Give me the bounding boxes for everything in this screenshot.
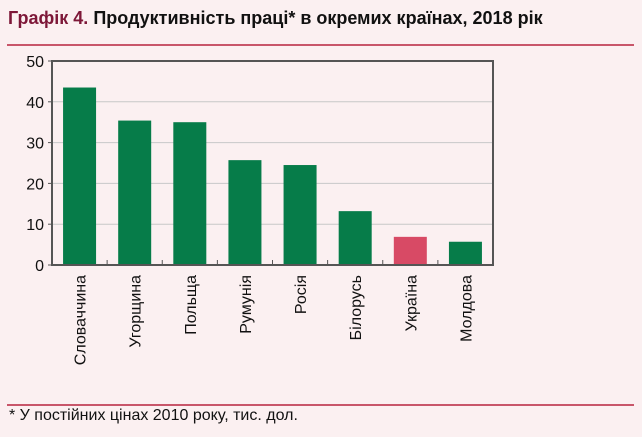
x-tick-label: Росія	[293, 275, 310, 314]
chart-title: Графік 4. Продуктивність праці* в окреми…	[8, 8, 543, 29]
y-tick-label: 20	[26, 176, 44, 193]
x-tick-label: Словаччина	[73, 275, 90, 365]
y-tick-label: 40	[26, 95, 44, 112]
x-tick-label: Румунія	[238, 275, 255, 334]
y-tick-label: 0	[35, 258, 44, 275]
bar-0	[63, 87, 97, 266]
plot-frame	[51, 60, 494, 266]
bar-6	[393, 236, 427, 265]
y-tick-label: 50	[26, 54, 44, 71]
title-rule	[7, 44, 634, 46]
bar-1	[118, 120, 152, 266]
footnote: * У постійних цінах 2010 року, тис. дол.	[9, 407, 298, 424]
y-tick-label: 10	[26, 217, 44, 234]
bar-2	[173, 122, 207, 265]
x-tick-label: Україна	[403, 275, 420, 332]
footnote-rule	[7, 404, 634, 406]
chart-title-text: Продуктивність праці* в окремих країнах,…	[93, 8, 543, 28]
bar-3	[228, 160, 262, 265]
x-tick-label: Угорщина	[128, 275, 145, 348]
bar-7	[448, 241, 482, 265]
x-tick-label: Польща	[183, 275, 200, 335]
chart-number: Графік 4.	[8, 8, 89, 28]
x-tick-label: Білорусь	[348, 275, 365, 340]
y-tick-label: 30	[26, 136, 44, 153]
x-tick-label: Молдова	[458, 275, 475, 342]
bar-5	[338, 211, 372, 265]
bar-4	[283, 165, 317, 265]
